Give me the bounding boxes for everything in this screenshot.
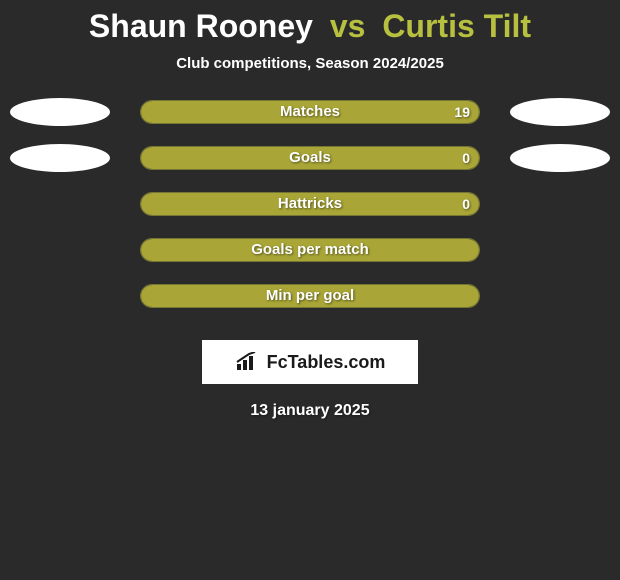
stat-row: Hattricks0: [0, 192, 620, 238]
stat-value-right: 0: [462, 192, 470, 216]
vs-text: vs: [330, 8, 366, 44]
stat-bar-fill: [141, 239, 479, 261]
stat-row: Matches19: [0, 100, 620, 146]
bar-chart-icon: [235, 352, 261, 372]
player1-marker: [10, 144, 110, 172]
stat-value-right: 19: [454, 100, 470, 124]
page-title: Shaun Rooney vs Curtis Tilt: [0, 8, 620, 45]
stat-bar-track: [140, 192, 480, 216]
stat-bar-track: [140, 284, 480, 308]
stat-bar-fill: [141, 147, 479, 169]
stat-bar-track: [140, 100, 480, 124]
stat-row: Goals0: [0, 146, 620, 192]
stat-row: Min per goal: [0, 284, 620, 330]
subtitle: Club competitions, Season 2024/2025: [0, 55, 620, 72]
player1-name: Shaun Rooney: [89, 8, 313, 44]
date-text: 13 january 2025: [0, 402, 620, 420]
stat-bar-fill: [141, 285, 479, 307]
player2-marker: [510, 98, 610, 126]
stat-bar-fill: [141, 193, 479, 215]
player1-marker: [10, 98, 110, 126]
stat-bar-fill: [141, 101, 479, 123]
stat-bar-track: [140, 146, 480, 170]
logo-box: FcTables.com: [202, 340, 418, 384]
stat-row: Goals per match: [0, 238, 620, 284]
player2-marker: [510, 144, 610, 172]
stat-bar-track: [140, 238, 480, 262]
stats-area: Matches19Goals0Hattricks0Goals per match…: [0, 100, 620, 330]
logo-text: FcTables.com: [267, 352, 386, 373]
infographic-container: Shaun Rooney vs Curtis Tilt Club competi…: [0, 0, 620, 420]
stat-value-right: 0: [462, 146, 470, 170]
player2-name: Curtis Tilt: [382, 8, 531, 44]
